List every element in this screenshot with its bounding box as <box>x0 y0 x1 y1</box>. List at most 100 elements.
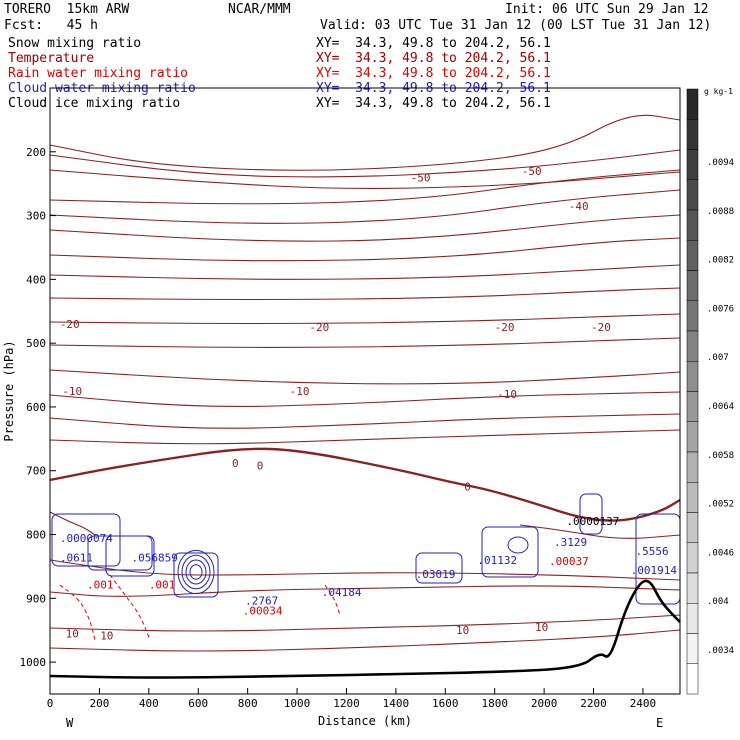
y-tick-label: 400 <box>26 273 46 286</box>
terrain-line <box>49 579 681 679</box>
temperature-contour <box>49 629 681 652</box>
temperature-label: -20 <box>591 321 611 334</box>
maximum-label: .0000137 <box>566 515 619 528</box>
temperature-label: 0 <box>464 481 471 494</box>
colorbar-swatch <box>686 482 699 513</box>
temperature-contour <box>49 511 96 536</box>
y-axis-label: Pressure (hPa) <box>2 340 16 441</box>
maximum-label: .056859 <box>132 551 178 564</box>
colorbar-tick-label: .0094 <box>707 158 734 168</box>
freezing-level-contour <box>49 447 681 522</box>
legend-name-cloud-ice: Cloud ice mixing ratio <box>8 96 181 111</box>
temperature-contour <box>49 169 681 205</box>
temperature-label: 10 <box>456 624 469 637</box>
temperature-contour <box>49 391 681 408</box>
x-tick-label: 0 <box>47 697 54 710</box>
temperature-label: 0 <box>232 457 239 470</box>
temperature-contour <box>49 429 681 445</box>
maximum-label: .03019 <box>416 568 456 581</box>
maximum-label: .01132 <box>477 554 517 567</box>
colorbar-swatch <box>686 179 699 211</box>
colorbar-swatch <box>686 240 699 271</box>
terrain <box>49 579 681 679</box>
x-axis-label: Distance (km) <box>318 714 412 728</box>
colorbar-swatch <box>686 603 699 634</box>
legend-name-snow: Snow mixing ratio <box>8 36 142 51</box>
legend-xy-snow: XY= 34.3, 49.8 to 204.2, 56.1 <box>316 36 551 51</box>
y-tick-label: 600 <box>26 401 46 414</box>
temperature-contour <box>49 585 681 597</box>
colorbar-swatch <box>686 88 699 120</box>
colorbar-swatch <box>686 149 699 180</box>
colorbar-swatch <box>686 119 699 150</box>
legend-xy-cloud-ice: XY= 34.3, 49.8 to 204.2, 56.1 <box>316 96 551 111</box>
center-name: NCAR/MMM <box>228 2 291 17</box>
maximum-label: .04184 <box>322 586 362 599</box>
maximum-label: .3129 <box>554 536 587 549</box>
temperature-label: -40 <box>569 200 589 213</box>
colorbar-swatch <box>686 451 699 483</box>
temperature-contour <box>519 524 681 539</box>
y-tick-label: 700 <box>26 465 46 478</box>
cloud-water-contour <box>635 513 681 605</box>
x-tick-label: 1600 <box>432 697 459 710</box>
maximum-label: .2767 <box>245 595 278 608</box>
valid-time: Valid: 03 UTC Tue 31 Jan 12 (00 LST Tue … <box>320 18 712 33</box>
colorbar-tick-label: .0064 <box>707 402 734 412</box>
temperature-label: -50 <box>522 165 542 178</box>
temperature-contour <box>49 614 681 632</box>
colorbar-swatch <box>686 209 699 241</box>
cloud-contours <box>51 493 681 605</box>
cloud-water-contour <box>189 564 203 580</box>
plot-frame <box>49 87 681 695</box>
temperature-label: -10 <box>497 388 517 401</box>
temperature-contour <box>49 369 681 385</box>
colorbar-swatch <box>686 512 699 543</box>
maximum-label: .001 <box>87 579 114 592</box>
temperature-label: 10 <box>66 627 79 640</box>
temperature-label: 0 <box>257 460 264 473</box>
model-title: TORERO 15km ARW <box>4 2 130 17</box>
init-time: Init: 06 UTC Sun 29 Jan 12 <box>505 2 709 17</box>
cloud-water-contour <box>185 559 207 585</box>
x-tick-label: 1000 <box>284 697 311 710</box>
colorbar-swatch <box>686 663 699 695</box>
colorbar-swatch <box>686 300 699 332</box>
temperature-contour <box>49 264 681 280</box>
y-tick-label: 1000 <box>20 656 47 669</box>
temperature-contour <box>49 189 681 224</box>
temperature-contour <box>49 169 681 190</box>
x-tick-label: 600 <box>188 697 208 710</box>
maximum-label: .00034 <box>243 604 283 617</box>
contour-labels: -50 -50 -40 -20 -20 -20 -20 -10 -10 -10 0 0 0 10 10 10 1… <box>60 165 677 642</box>
x-tick-label: 800 <box>238 697 258 710</box>
temperature-contour <box>49 287 681 301</box>
y-tick-label: 900 <box>26 592 46 605</box>
maximum-label: .00037 <box>549 555 589 568</box>
forecast-hour: Fcst: 45 h <box>4 18 98 33</box>
temperature-contour <box>49 413 681 429</box>
legend-xy-rain: XY= 34.3, 49.8 to 204.2, 56.1 <box>316 66 551 81</box>
cloud-water-contour <box>181 554 211 590</box>
temperature-contour <box>49 337 681 348</box>
temperature-label: 10 <box>535 621 548 634</box>
y-tick-label: 300 <box>26 210 46 223</box>
west-label: W <box>66 716 74 730</box>
maximum-label: .5556 <box>636 545 669 558</box>
cloud-water-contour <box>177 549 215 595</box>
temperature-contour <box>49 114 681 171</box>
colorbar-tick-label: .007 <box>707 353 729 363</box>
legend-name-rain: Rain water mixing ratio <box>8 66 189 81</box>
contour-lines <box>49 114 681 652</box>
colorbar-tick-label: .0076 <box>707 304 734 314</box>
x-tick-label: 1800 <box>481 697 508 710</box>
temperature-label: -10 <box>290 385 310 398</box>
colorbar-tick-label: .0082 <box>707 256 734 266</box>
cloud-water-contour <box>415 552 463 584</box>
y-tick-label: 200 <box>26 146 46 159</box>
colorbar-swatch <box>686 361 699 392</box>
temperature-contour <box>49 214 681 242</box>
x-tick-label: 2000 <box>531 697 558 710</box>
rain-contour <box>59 584 96 641</box>
